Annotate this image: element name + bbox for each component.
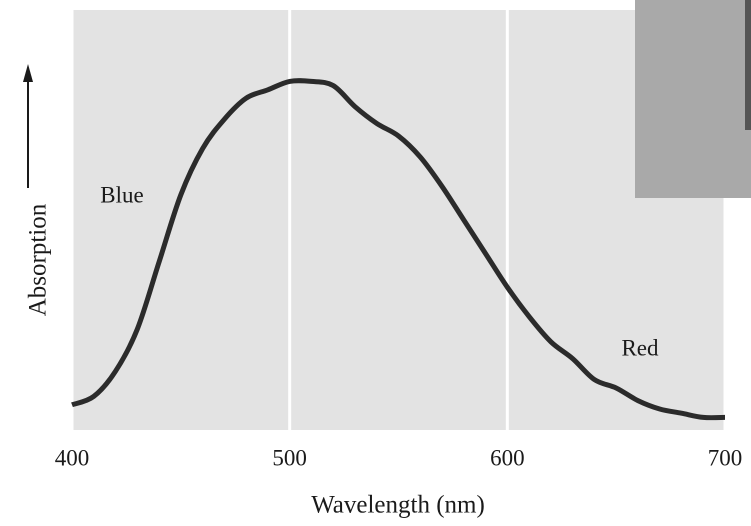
annotation: Blue (100, 182, 143, 207)
x-axis-label: Wavelength (nm) (311, 492, 485, 519)
photo-edge (745, 0, 751, 130)
line (71, 78, 726, 421)
plot-area (72, 10, 725, 430)
x-tick-label: 700 (708, 445, 743, 470)
photo-inset (635, 0, 751, 198)
y-arrow-head (23, 64, 33, 82)
x-tick-label: 600 (490, 445, 525, 470)
annotation: Red (621, 335, 659, 360)
x-tick-label: 400 (55, 445, 90, 470)
x-tick-label: 500 (272, 445, 307, 470)
y-axis-label: Absorption (25, 203, 52, 316)
